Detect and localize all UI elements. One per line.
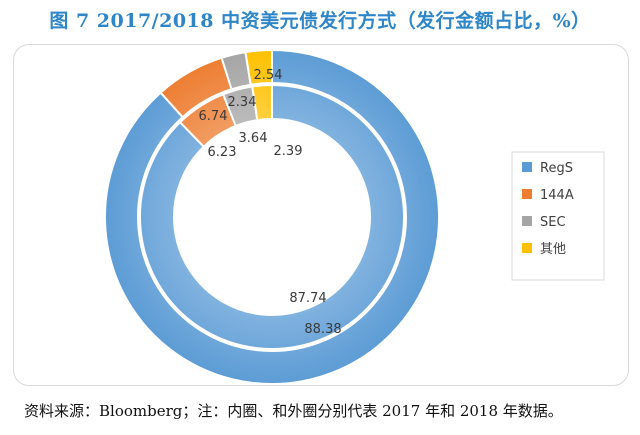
outer-label-sec: 2.34: [228, 95, 257, 110]
legend-swatch-sec: [522, 216, 532, 226]
inner-label-其他: 2.39: [274, 144, 303, 159]
outer-ring-slice-其他: [244, 48, 273, 86]
legend-swatch-regs: [522, 162, 532, 172]
data-labels: 87.74 6.233.64 2.39 88.38 6.742.34 2.54: [199, 68, 342, 337]
legend-label-144a: 144A: [540, 188, 574, 203]
legend-box: [511, 151, 605, 281]
inner-ring-slice-其他: [251, 83, 273, 122]
legend-label-regs: RegS: [540, 161, 573, 176]
outer-ring-slice-regs: [104, 48, 440, 385]
inner-ring-slice-regs: [139, 83, 405, 350]
legend-swatch-144a: [522, 189, 532, 199]
legend-label-其他: 其他: [540, 242, 566, 257]
inner-label-regs: 87.74: [289, 291, 326, 306]
legend-swatch-其他: [522, 243, 532, 253]
inner-label-144a: 6.23: [208, 145, 237, 160]
chart-title: 图 7 2017/2018 中资美元债发行方式（发行金额占比，%）: [49, 10, 591, 32]
donut-rings: [104, 48, 440, 385]
legend-label-sec: SEC: [540, 215, 566, 230]
source-note: 资料来源：Bloomberg；注：内圈、和外圈分别代表 2017 年和 2018…: [24, 402, 563, 420]
outer-label-其他: 2.54: [254, 68, 283, 83]
chart-legend: RegS 144A SEC 其他: [511, 151, 605, 281]
inner-label-sec: 3.64: [239, 131, 268, 146]
outer-label-144a: 6.74: [199, 109, 228, 124]
outer-label-regs: 88.38: [304, 322, 341, 337]
